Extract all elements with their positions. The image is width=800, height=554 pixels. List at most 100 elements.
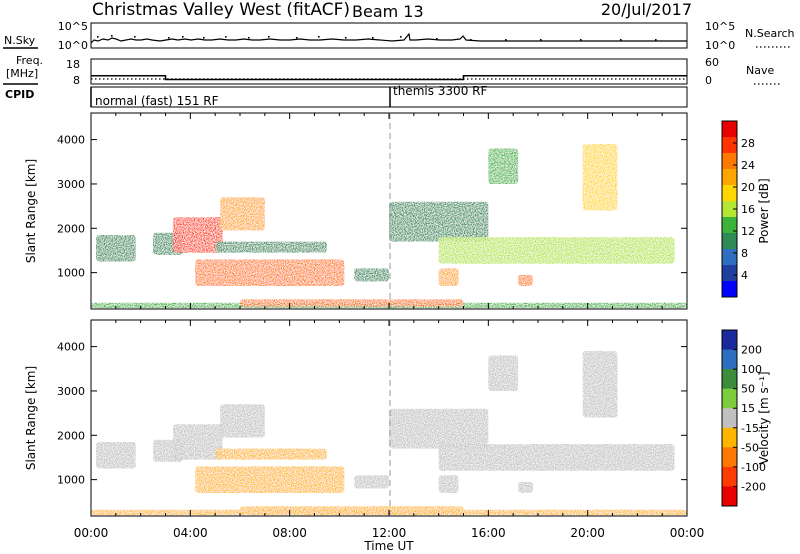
freq-left-tick-top: 18 (66, 58, 80, 71)
y-tick-label: 3000 (57, 385, 85, 398)
noise-search-label: N.Search (745, 27, 795, 40)
colorbar-swatch (722, 265, 737, 282)
y-tick-label: 1000 (57, 267, 85, 280)
colorbar-swatch (722, 447, 737, 468)
freq-label: Freq. (16, 54, 43, 67)
colorbar-swatch (722, 217, 737, 234)
noise-panel: N.Sky 10^5 10^0 10^5 10^0 N.Search (3, 20, 795, 52)
station-title: Christmas Valley West (fitACF) (92, 0, 350, 20)
power-echoes (91, 144, 687, 309)
noise-sky-label: N.Sky (4, 34, 36, 47)
noise-sky-series (90, 32, 687, 44)
noise-left-tick-top: 10^5 (58, 20, 88, 33)
velocity-echo-region (582, 351, 618, 418)
colorbar-tick-label: 8 (741, 247, 748, 260)
colorbar-swatch (722, 169, 737, 186)
velocity-echo-region (488, 355, 519, 391)
x-axis-tick-labels: 00:00 04:00 08:00 12:00 16:00 20:00 00:00 (74, 526, 705, 540)
power-echo-region (488, 148, 519, 184)
power-cbar-label: Power [dB] (757, 178, 771, 243)
x-tick-label: 20:00 (570, 526, 605, 540)
colorbar-swatch (722, 137, 737, 154)
noise-search-series (97, 35, 657, 41)
x-tick-label: 00:00 (74, 526, 109, 540)
colorbar-tick-label: 28 (741, 137, 755, 150)
colorbar-swatch (722, 427, 737, 448)
colorbar-swatch (722, 369, 737, 390)
power-echo-region (438, 268, 459, 286)
velocity-colorbar: 200 100 50 15 -15 -50 -100 -200 (721, 329, 766, 507)
power-echo-region (172, 217, 223, 253)
y-tick-label: 2000 (57, 429, 85, 442)
colorbar-swatch (722, 281, 737, 298)
velocity-echo-region (172, 424, 223, 460)
x-tick-label: 04:00 (173, 526, 208, 540)
velocity-cbar-label: Velocity [m s⁻¹] (757, 371, 771, 464)
colorbar-swatch (722, 486, 737, 507)
colorbar-swatch (722, 408, 737, 429)
power-echo-region (438, 237, 675, 264)
colorbar-tick-label: 16 (741, 203, 755, 216)
x-tick-label: 12:00 (372, 526, 407, 540)
colorbar-tick-label: 4 (741, 269, 748, 282)
colorbar-swatch (722, 201, 737, 218)
power-echo-region (215, 241, 327, 253)
velocity-echo-region (215, 448, 327, 460)
freq-right-tick-bottom: 0 (705, 74, 712, 87)
freq-left-tick-bottom: 8 (73, 74, 80, 87)
colorbar-tick-label: 15 (741, 402, 755, 415)
colorbar-swatch (722, 121, 737, 138)
cpid-panel: CPID normal (fast) 151 RF themis 3300 RF (5, 84, 688, 108)
velocity-echo-region (354, 475, 389, 489)
frequency-panel: Freq. [MHz] 18 8 60 0 Nave (3, 54, 780, 87)
velocity-echo-region (518, 481, 534, 493)
power-echo-region (354, 268, 389, 282)
y-tick-label: 2000 (57, 222, 85, 235)
colorbar-swatch (722, 388, 737, 409)
colorbar-frame (721, 329, 738, 507)
colorbar-tick-label: -100 (741, 461, 766, 474)
colorbar-tick-label: -50 (741, 441, 759, 454)
velocity-panel: 1000 2000 3000 4000 Slant Range [km] 200 100… (24, 319, 771, 517)
x-axis-label: Time UT (363, 539, 414, 553)
x-tick-label: 08:00 (272, 526, 307, 540)
velocity-echo-region (389, 408, 489, 449)
power-y-ticks: 1000 2000 3000 4000 (57, 134, 687, 280)
power-x-ticks (90, 113, 688, 309)
noise-right-tick-top: 10^5 (705, 20, 735, 33)
cpid-program-1: normal (fast) 151 RF (95, 94, 219, 108)
colorbar-tick-label: 100 (741, 363, 762, 376)
velocity-ylabel: Slant Range [km] (24, 366, 38, 470)
power-echo-region (389, 201, 489, 242)
colorbar-tick-label: 24 (741, 159, 755, 172)
freq-unit-label: [MHz] (6, 67, 38, 80)
colorbar-tick-label: -200 (741, 480, 766, 493)
y-tick-label: 4000 (57, 341, 85, 354)
y-tick-label: 1000 (57, 474, 85, 487)
power-panel: 1000 2000 3000 4000 Slant Range [km] 28 24 20… (24, 112, 771, 310)
x-tick-label: 16:00 (471, 526, 506, 540)
power-echo-region (582, 144, 618, 211)
colorbar-swatch (722, 185, 737, 202)
colorbar-tick-label: 20 (741, 181, 755, 194)
power-echo-region (195, 259, 345, 286)
date-label: 20/Jul/2017 (601, 0, 692, 19)
freq-right-tick-top: 60 (705, 56, 719, 69)
beam-label: Beam 13 (352, 2, 424, 21)
velocity-x-ticks (90, 320, 688, 516)
velocity-echo-region (438, 475, 459, 493)
velocity-echo-region (240, 506, 464, 514)
frequency-line (91, 74, 687, 81)
noise-right-tick-bottom: 10^0 (705, 39, 735, 52)
cpid-label: CPID (5, 88, 34, 101)
colorbar-swatch (722, 349, 737, 370)
velocity-echo-region (438, 444, 675, 471)
velocity-y-ticks: 1000 2000 3000 4000 (57, 341, 687, 487)
power-echo-region (240, 299, 464, 307)
power-echo-region (518, 274, 534, 286)
velocity-echo-region (195, 466, 345, 493)
x-tick-label: 00:00 (670, 526, 705, 540)
colorbar-tick-label: 12 (741, 225, 755, 238)
colorbar-swatch (722, 233, 737, 250)
